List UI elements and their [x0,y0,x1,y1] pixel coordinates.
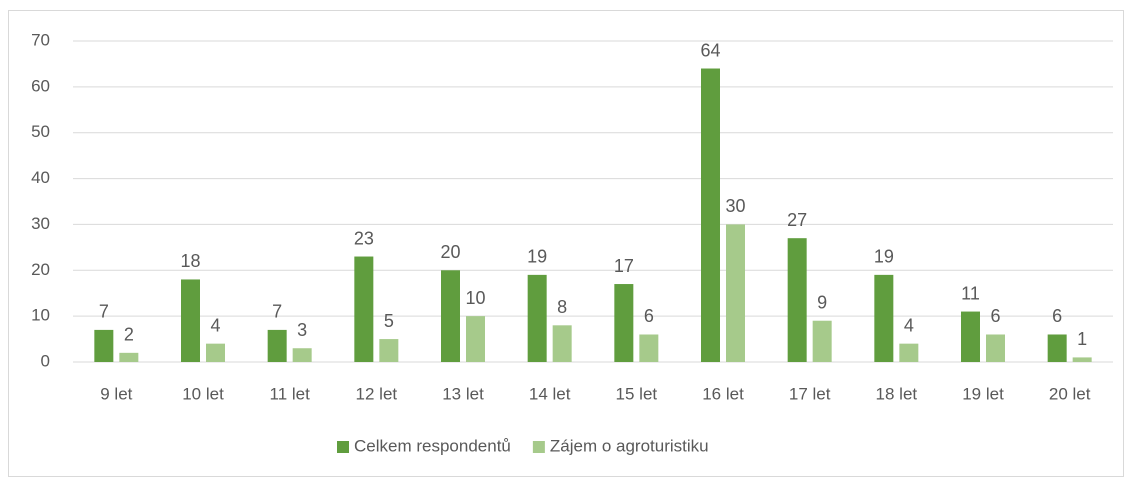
x-tick-label: 20 let [1049,384,1091,403]
value-label: 17 [614,256,634,276]
legend-label: Celkem respondentů [354,436,511,455]
x-tick-label: 13 let [442,384,484,403]
value-label: 8 [557,297,567,317]
legend-swatch [337,441,349,453]
x-tick-label: 10 let [182,384,224,403]
bar [701,68,720,362]
value-label: 9 [817,292,827,312]
bar [527,274,547,362]
value-label: 20 [440,242,460,262]
y-tick-label: 0 [41,351,50,370]
legend-swatch [532,441,545,453]
bar [552,325,572,362]
bar [1072,357,1092,362]
value-label: 27 [787,210,807,230]
bar [119,352,139,362]
bar [639,334,659,362]
value-label: 19 [874,247,894,267]
bar [1047,334,1067,362]
bar [614,284,634,362]
y-tick-label: 10 [31,306,50,325]
bar [874,274,894,362]
value-label: 6 [990,306,1000,326]
legend-label: Zájem o agroturistiku [550,436,709,455]
value-label: 30 [725,196,745,216]
y-tick-label: 50 [31,122,50,141]
value-label: 11 [961,283,980,303]
bar [94,329,114,362]
bar [206,343,225,362]
y-tick-label: 20 [31,260,50,279]
bar [466,316,485,362]
chart-border [8,10,1124,477]
bar [379,339,399,362]
bar [181,279,200,362]
value-label: 7 [272,302,282,322]
bar [812,320,832,362]
value-label: 18 [180,251,200,271]
bar [267,329,287,362]
bar [986,334,1005,362]
value-label: 10 [465,288,485,308]
value-label: 23 [354,228,374,248]
value-label: 64 [700,40,720,60]
x-tick-label: 17 let [789,384,831,403]
x-tick-label: 11 let [270,384,311,403]
value-label: 6 [644,306,654,326]
bar [899,343,919,362]
x-tick-label: 16 let [702,384,744,403]
value-label: 3 [297,320,307,340]
value-label: 19 [527,247,547,267]
x-tick-label: 18 let [876,384,918,403]
bar [354,256,374,362]
x-tick-label: 9 let [100,384,132,403]
y-tick-label: 70 [31,30,50,49]
value-label: 4 [904,315,914,335]
x-tick-label: 12 let [356,384,398,403]
bar [787,238,807,362]
value-label: 6 [1052,306,1062,326]
bar [292,348,312,362]
y-tick-label: 30 [31,214,50,233]
bar [441,270,460,362]
x-tick-label: 14 let [529,384,571,403]
bar [726,224,745,362]
bar [961,311,980,362]
x-tick-label: 15 let [616,384,658,403]
y-tick-label: 40 [31,168,50,187]
y-tick-label: 60 [31,76,50,95]
value-label: 5 [384,311,394,331]
value-label: 7 [99,302,109,322]
value-label: 4 [210,315,220,335]
value-label: 2 [124,325,134,345]
value-label: 1 [1077,329,1087,349]
x-tick-label: 19 let [962,384,1004,403]
